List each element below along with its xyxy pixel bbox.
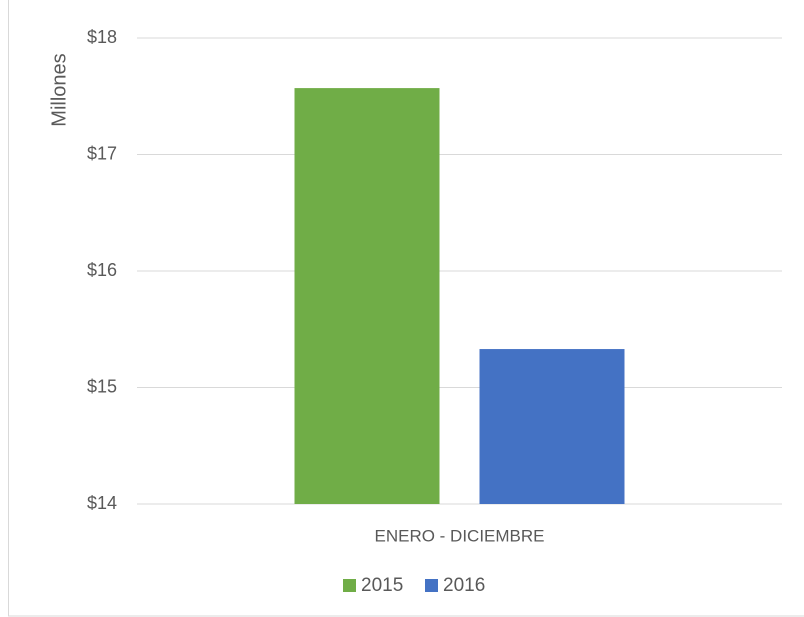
y-tick-label: $16 bbox=[87, 260, 117, 280]
y-tick-label: $17 bbox=[87, 143, 117, 163]
y-tick-label: $15 bbox=[87, 376, 117, 396]
legend-label: 2016 bbox=[443, 575, 485, 596]
y-axis-label: Millones bbox=[48, 53, 70, 126]
legend-swatch bbox=[425, 579, 438, 592]
x-tick-label: ENERO - DICIEMBRE bbox=[374, 526, 544, 545]
y-tick-label: $18 bbox=[87, 27, 117, 47]
legend-swatch bbox=[343, 579, 356, 592]
bar bbox=[479, 349, 625, 504]
legend-label: 2015 bbox=[361, 575, 403, 596]
y-tick-label: $14 bbox=[87, 493, 117, 513]
bar bbox=[294, 88, 440, 504]
